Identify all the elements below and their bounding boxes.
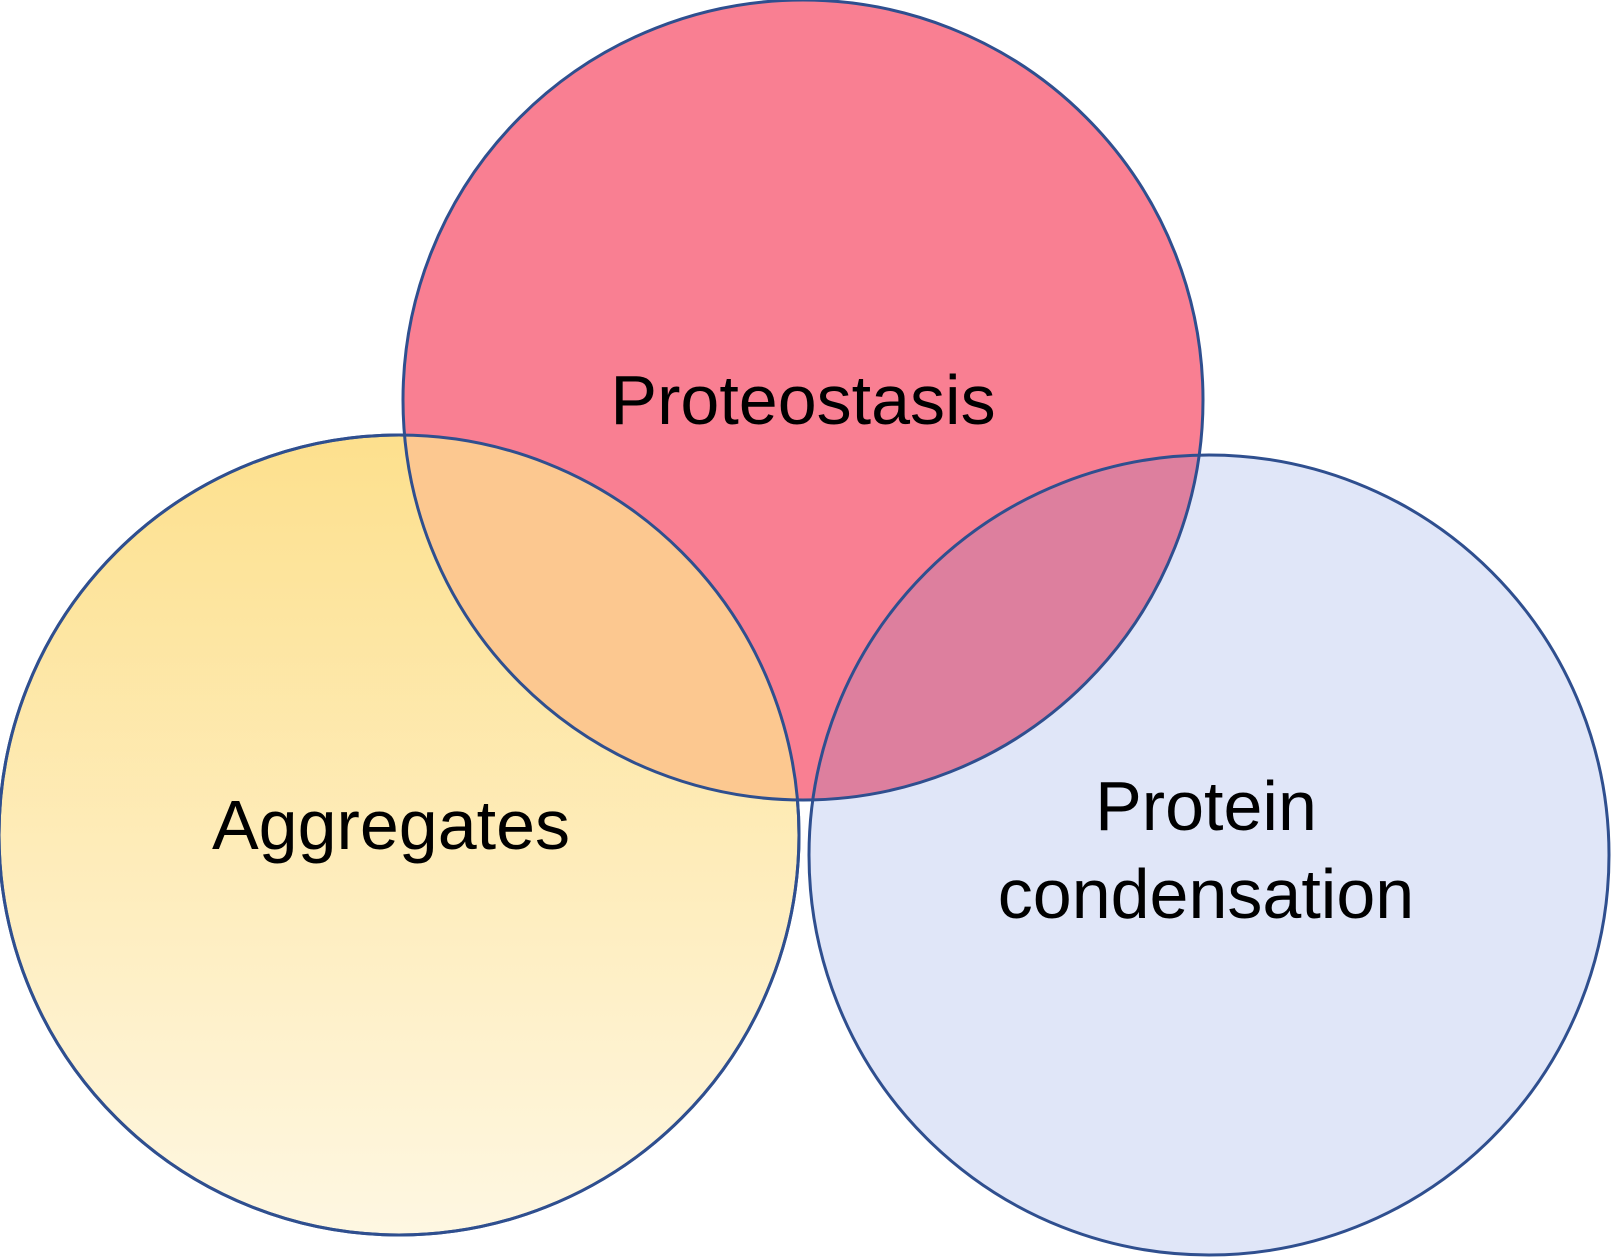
intersection-proteostasis-aggregates	[403, 435, 799, 800]
protein-condensation-outline	[807, 453, 1611, 1257]
protein-condensation-label-line-2: condensation	[998, 855, 1414, 933]
aggregates-outline	[0, 433, 801, 1237]
protein-condensation-label-line-1: Protein	[1095, 767, 1317, 845]
intersection-proteostasis-condensation	[809, 455, 1203, 800]
proteostasis-label: Proteostasis	[610, 361, 995, 439]
proteostasis-outline	[401, 0, 1205, 802]
aggregates-label: Aggregates	[212, 786, 570, 864]
